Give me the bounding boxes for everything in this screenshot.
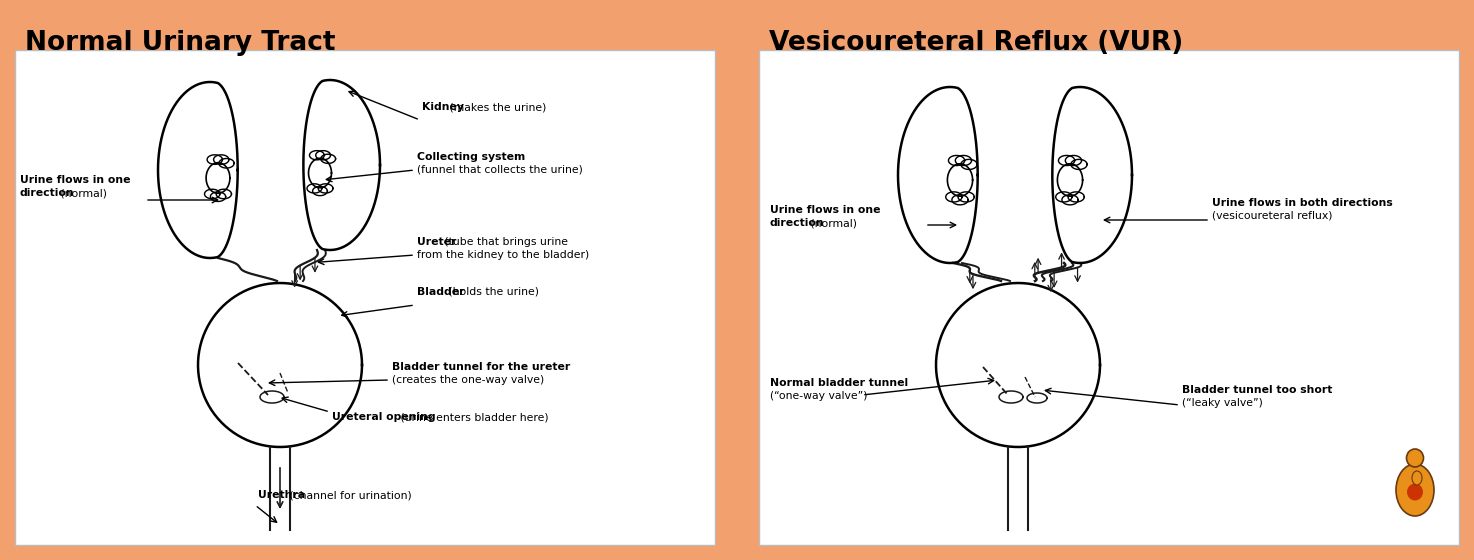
- Text: (normal): (normal): [806, 218, 856, 228]
- Text: direction: direction: [769, 218, 824, 228]
- Ellipse shape: [1408, 483, 1422, 501]
- Text: (funnel that collects the urine): (funnel that collects the urine): [417, 165, 582, 175]
- Ellipse shape: [1412, 471, 1422, 485]
- FancyBboxPatch shape: [15, 50, 715, 545]
- Text: Collecting system: Collecting system: [417, 152, 525, 162]
- Text: (vesicoureteral reflux): (vesicoureteral reflux): [1212, 211, 1332, 221]
- Text: (“leaky valve”): (“leaky valve”): [1182, 398, 1263, 408]
- Text: Bladder tunnel too short: Bladder tunnel too short: [1182, 385, 1332, 395]
- Text: Ureter: Ureter: [417, 237, 457, 247]
- Ellipse shape: [1406, 449, 1424, 467]
- Text: Kidney: Kidney: [422, 102, 464, 112]
- Text: (channel for urination): (channel for urination): [286, 490, 413, 500]
- Text: Normal Urinary Tract: Normal Urinary Tract: [25, 30, 336, 56]
- Text: Ureteral opening: Ureteral opening: [332, 412, 436, 422]
- Text: (“one-way valve”): (“one-way valve”): [769, 391, 868, 401]
- Text: (makes the urine): (makes the urine): [447, 102, 547, 112]
- Text: from the kidney to the bladder): from the kidney to the bladder): [417, 250, 590, 260]
- Text: Vesicoureteral Reflux (VUR): Vesicoureteral Reflux (VUR): [769, 30, 1184, 56]
- Ellipse shape: [1396, 464, 1434, 516]
- Text: Bladder: Bladder: [417, 287, 464, 297]
- Text: (creates the one-way valve): (creates the one-way valve): [392, 375, 544, 385]
- Text: Urine flows in both directions: Urine flows in both directions: [1212, 198, 1393, 208]
- Text: Urine flows in one: Urine flows in one: [769, 205, 880, 215]
- Text: Urethra: Urethra: [258, 490, 305, 500]
- FancyBboxPatch shape: [759, 50, 1459, 545]
- Text: (tube that brings urine: (tube that brings urine: [441, 237, 569, 247]
- Text: (holds the urine): (holds the urine): [445, 287, 539, 297]
- Text: Normal bladder tunnel: Normal bladder tunnel: [769, 378, 908, 388]
- Text: Urine flows in one: Urine flows in one: [21, 175, 131, 185]
- Text: Bladder tunnel for the ureter: Bladder tunnel for the ureter: [392, 362, 570, 372]
- Text: (normal): (normal): [56, 188, 106, 198]
- Text: (urine enters bladder here): (urine enters bladder here): [397, 412, 548, 422]
- Text: direction: direction: [21, 188, 75, 198]
